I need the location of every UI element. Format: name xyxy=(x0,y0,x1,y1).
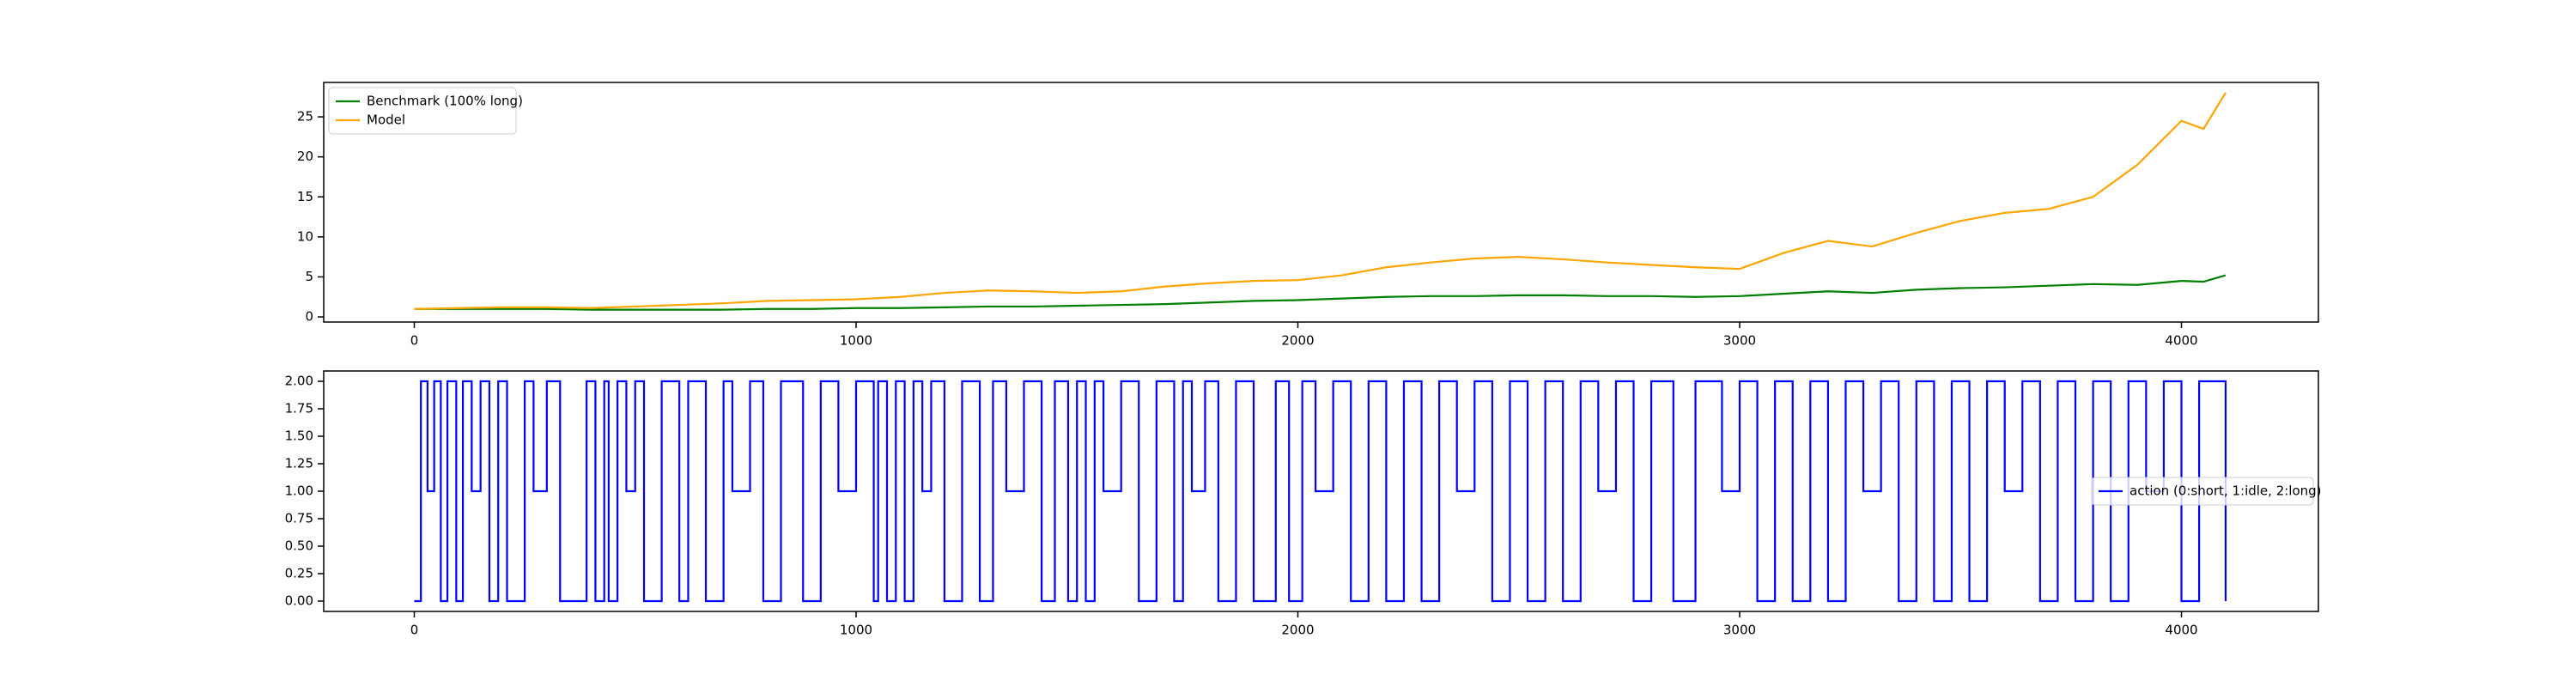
y-tick-label: 0.00 xyxy=(285,593,313,608)
legend-box xyxy=(328,87,517,135)
y-tick-label: 20 xyxy=(297,149,313,164)
y-tick-label: 15 xyxy=(297,189,313,204)
data-line xyxy=(414,274,2227,311)
axes-frame xyxy=(323,370,2319,612)
legend-label: action (0:short, 1:idle, 2:long) xyxy=(2129,483,2322,499)
data-line xyxy=(414,92,2227,310)
y-tick-label: 1.25 xyxy=(285,456,313,471)
y-tick-label: 1.50 xyxy=(285,429,313,444)
data-line xyxy=(414,380,2227,603)
x-tick-label: 0 xyxy=(410,623,419,638)
x-tick-label: 3000 xyxy=(1723,623,1756,638)
x-tick-label: 2000 xyxy=(1281,333,1314,349)
y-tick-label: 0.75 xyxy=(285,510,313,526)
x-tick-label: 2000 xyxy=(1281,623,1314,638)
y-tick-label: 1.00 xyxy=(285,483,313,499)
y-tick-label: 0 xyxy=(305,309,313,325)
subplot: 0 1000 2000 3000 4000 0.00 0.25 0.50 0.75 1.00 1.2… xyxy=(285,370,2322,638)
x-tick-label: 0 xyxy=(410,333,419,349)
x-tick-label: 1000 xyxy=(840,333,872,349)
subplot: 0 1000 2000 3000 4000 0 5 10 15 20 25 Benchmark (10… xyxy=(297,82,2319,349)
y-tick-label: 10 xyxy=(297,228,313,244)
y-tick-label: 1.75 xyxy=(285,401,313,416)
legend-box xyxy=(2091,477,2314,506)
legend-label: Benchmark (100% long) xyxy=(367,94,523,109)
y-tick-label: 25 xyxy=(297,109,313,125)
x-tick-label: 1000 xyxy=(840,623,872,638)
x-tick-label: 4000 xyxy=(2165,333,2197,349)
y-tick-label: 5 xyxy=(305,269,313,284)
y-tick-label: 0.25 xyxy=(285,565,313,581)
axes-frame xyxy=(323,82,2319,323)
legend-label: Model xyxy=(367,112,405,128)
x-tick-label: 4000 xyxy=(2165,623,2197,638)
x-tick-label: 3000 xyxy=(1723,333,1756,349)
y-tick-label: 2.00 xyxy=(285,374,313,389)
y-tick-label: 0.50 xyxy=(285,538,313,553)
